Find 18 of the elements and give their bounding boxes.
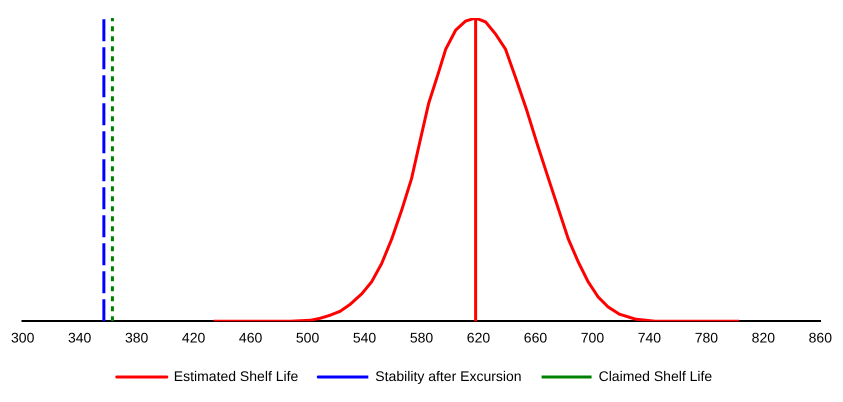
x-tick-label: 780	[694, 329, 718, 346]
legend-label: Stability after Excursion	[375, 368, 522, 384]
x-tick-label: 460	[238, 329, 262, 346]
x-tick-label: 380	[124, 329, 149, 346]
x-tick-label: 540	[352, 329, 376, 346]
x-tick-label: 340	[68, 329, 92, 346]
legend-label: Claimed Shelf Life	[598, 368, 712, 384]
x-tick-label: 500	[296, 329, 320, 346]
x-tick-label: 620	[466, 329, 490, 346]
x-tick-label: 420	[182, 329, 206, 346]
x-tick-label: 820	[752, 329, 776, 346]
legend-label: Estimated Shelf Life	[174, 368, 299, 384]
x-tick-label: 700	[580, 329, 604, 346]
x-tick-label: 660	[524, 329, 548, 346]
x-tick-label: 740	[638, 329, 662, 346]
x-tick-label: 860	[808, 329, 832, 346]
x-tick-label: 300	[11, 329, 35, 346]
x-tick-label: 580	[410, 329, 434, 346]
